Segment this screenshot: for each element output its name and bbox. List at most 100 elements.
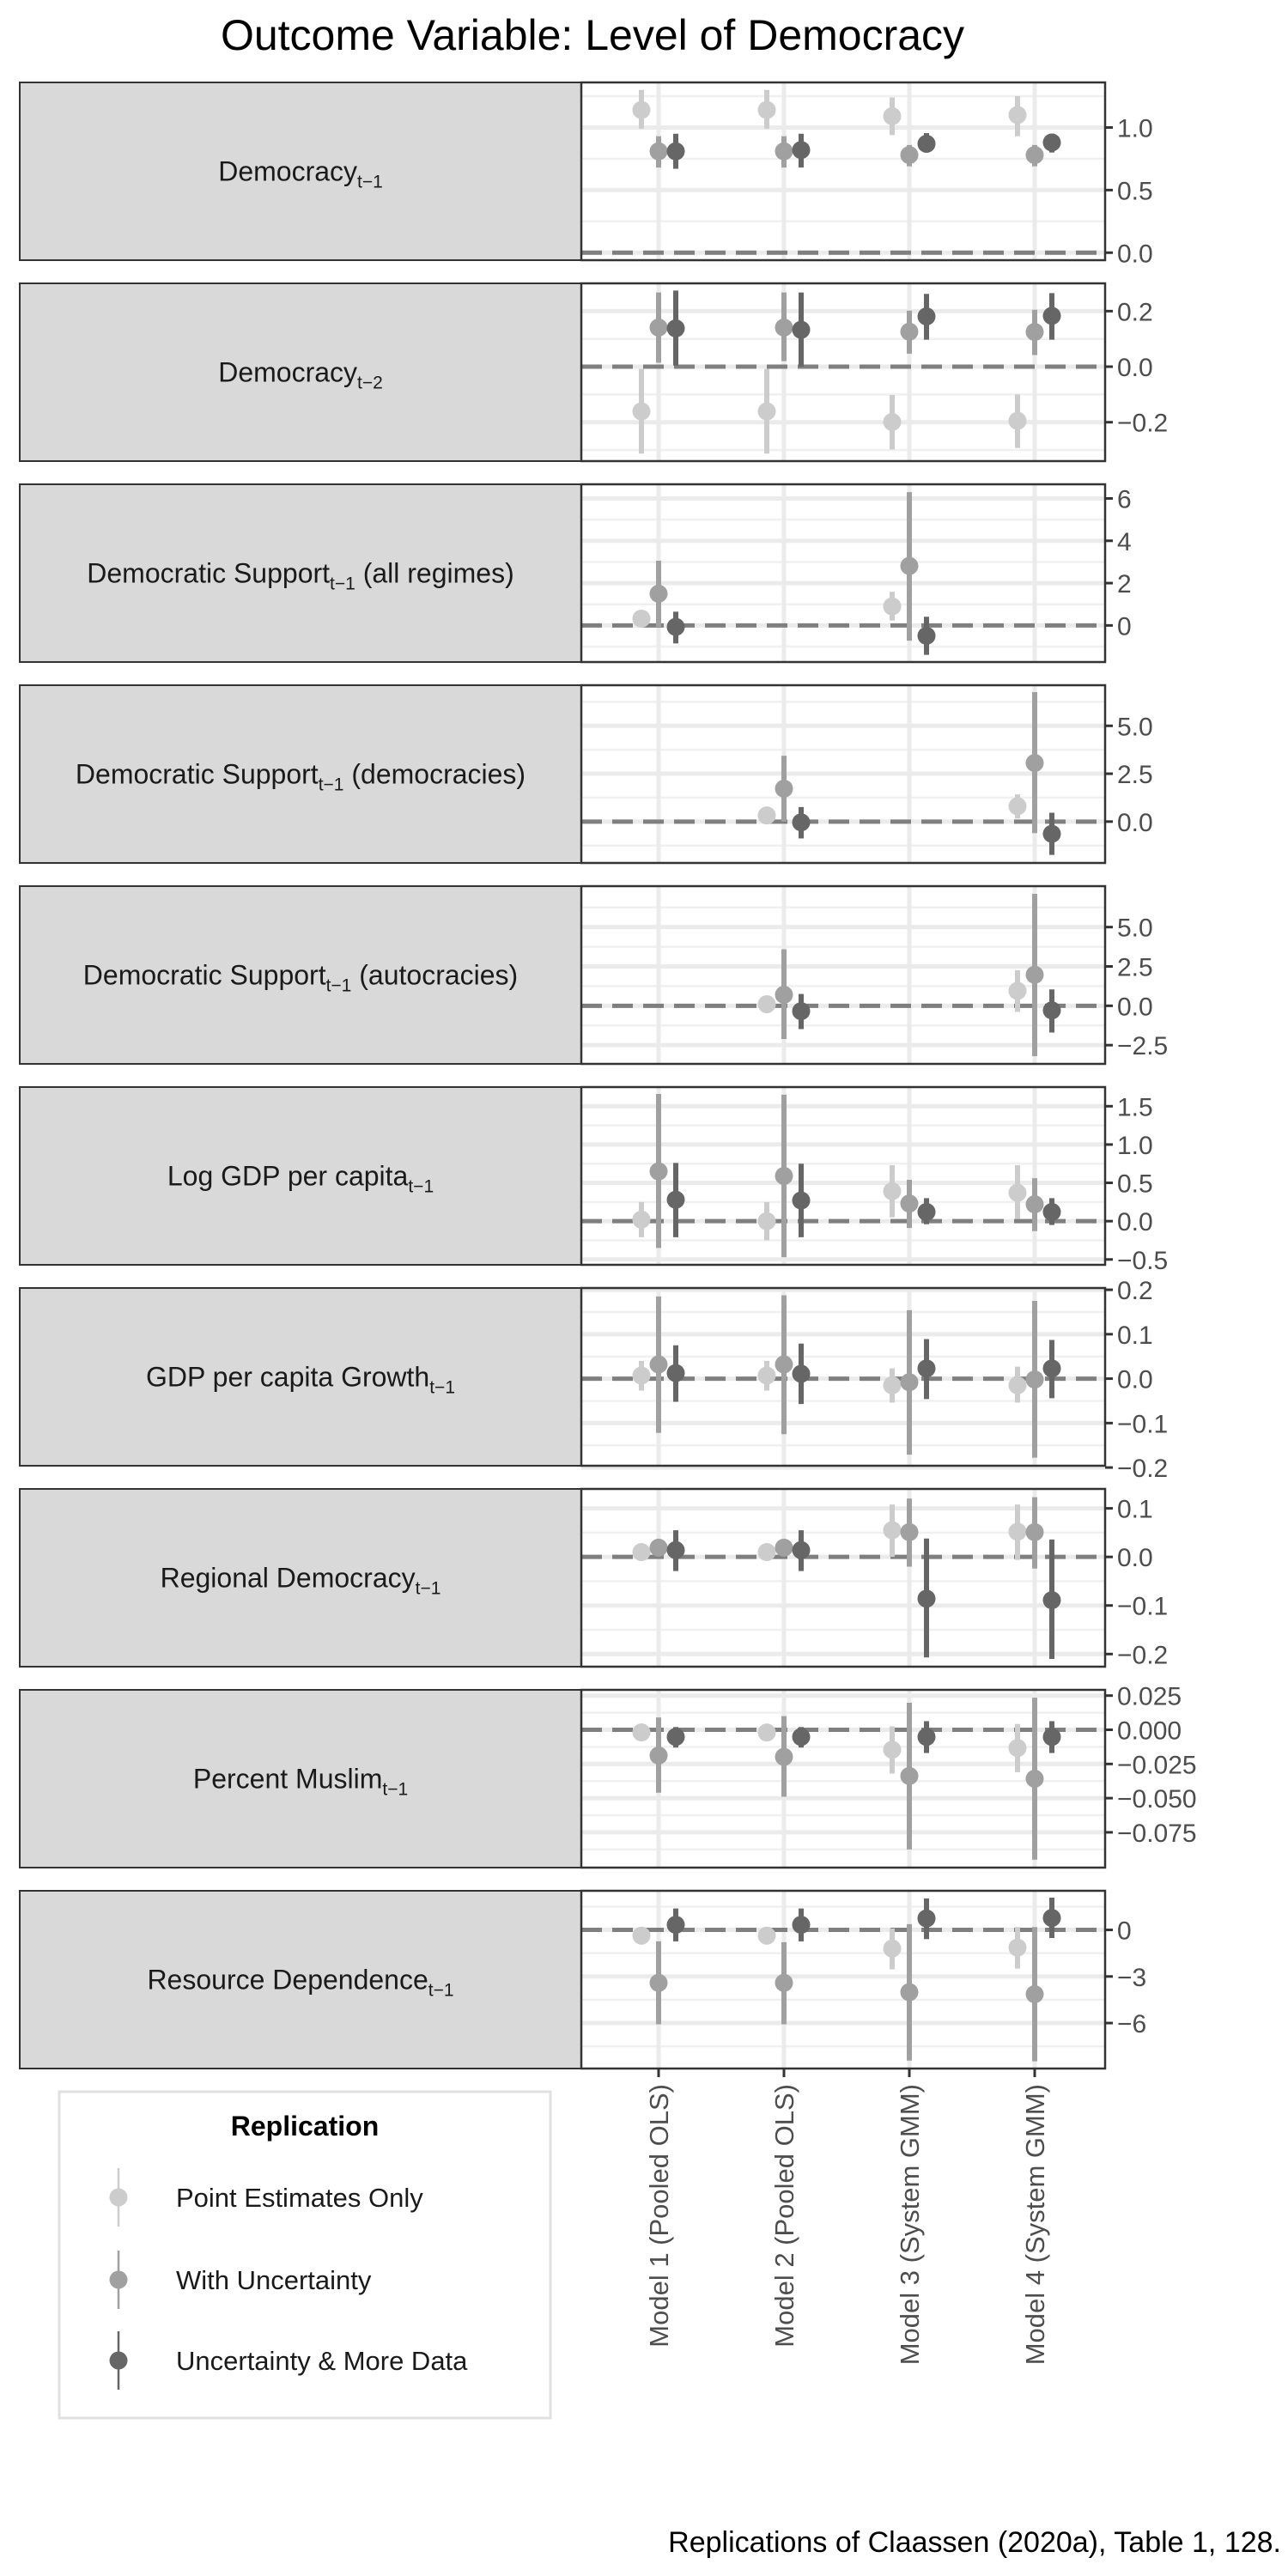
strip-label-main: Log GDP per capita	[167, 1161, 409, 1192]
pointrange-dark	[666, 133, 685, 169]
point-estimate	[917, 1359, 936, 1378]
strip-label-subscript: t−1	[357, 173, 383, 192]
pointrange-dark	[792, 1908, 811, 1941]
y-tick-label: 5.0	[1117, 713, 1153, 741]
pointrange-dark	[1042, 133, 1061, 153]
strip-label-main: Democracy	[218, 156, 357, 187]
point-estimate	[900, 1194, 919, 1213]
pointrange-dark	[792, 1727, 811, 1748]
point-estimate	[792, 141, 811, 160]
pointrange-dark	[792, 1343, 811, 1405]
strip-label-subscript: t−1	[416, 1579, 441, 1599]
pointrange-dark	[917, 1898, 936, 1940]
y-tick-label: 0.0	[1117, 1544, 1153, 1572]
strip-background	[19, 1689, 582, 1868]
y-tick-label: −0.050	[1117, 1785, 1197, 1814]
y-tick-label: −0.2	[1117, 1455, 1168, 1483]
point-estimate	[883, 597, 902, 616]
point-estimate	[900, 146, 919, 165]
point-estimate	[775, 1167, 793, 1185]
point-estimate	[917, 1728, 936, 1747]
point-estimate	[632, 1723, 651, 1742]
pointrange-mid	[1025, 1178, 1044, 1231]
point-estimate	[1025, 323, 1044, 342]
y-tick-label: −0.1	[1117, 1593, 1168, 1621]
point-estimate	[883, 106, 902, 125]
pointrange-dark	[1042, 1198, 1061, 1225]
point-estimate	[1025, 1522, 1044, 1541]
facet-panel: Regional Democracyt−1 −0.2 −0.1 0.0 0.1	[19, 1487, 1168, 1669]
point-estimate	[883, 1521, 902, 1540]
x-tick-label: Model 4 (System GMM)	[1020, 2084, 1050, 2365]
pointrange-mid	[649, 1296, 668, 1433]
pointrange-light	[757, 1360, 776, 1391]
strip-label-main: Democratic Support	[76, 759, 319, 790]
pointrange-light	[1008, 1504, 1027, 1560]
y-tick-label: 0.2	[1117, 1277, 1153, 1305]
point-estimate	[900, 1766, 919, 1785]
pointrange-dark	[1042, 1897, 1061, 1938]
point-estimate	[666, 319, 685, 337]
point-estimate	[775, 142, 793, 161]
pointrange-mid	[775, 949, 793, 1040]
point-estimate	[757, 402, 776, 421]
pointrange-dark	[666, 1727, 685, 1748]
strip-label-main: Percent Muslim	[193, 1764, 383, 1795]
strip-label-main: Resource Dependence	[147, 1965, 428, 1996]
chart-title: Outcome Variable: Level of Democracy	[221, 11, 964, 59]
pointrange-mid	[775, 1295, 793, 1435]
point-estimate	[792, 1364, 811, 1383]
legend-key-point-icon	[109, 2188, 128, 2207]
strip-label: Democratic Supportt−1 (autocracies)	[83, 960, 518, 996]
y-tick-label: 2.5	[1117, 761, 1153, 789]
point-estimate	[666, 1916, 685, 1935]
point-estimate	[917, 1202, 936, 1221]
point-estimate	[775, 1747, 793, 1766]
pointrange-mid	[775, 756, 793, 822]
point-estimate	[792, 1916, 811, 1935]
point-estimate	[1008, 1183, 1027, 1202]
facet-panel: GDP per capita Growtht−1 −0.2 −0.1 0.0 0.1 0.…	[19, 1277, 1168, 1483]
strip-label-main: Democratic Support	[87, 558, 330, 589]
facet-panel: Democracyt−2 −0.2 0.0 0.2	[19, 282, 1168, 463]
pointrange-light	[757, 89, 776, 129]
legend: Replication Point Estimates Only With Unce…	[58, 2090, 552, 2420]
y-tick-label: 5.0	[1117, 914, 1153, 943]
legend-label: Point Estimates Only	[176, 2183, 423, 2213]
pointrange-mid	[900, 1702, 919, 1850]
pointrange-mid	[1025, 1927, 1044, 2062]
pointrange-light	[757, 368, 776, 454]
pointrange-mid	[1025, 1301, 1044, 1458]
pointrange-light	[883, 592, 902, 621]
point-estimate	[900, 1522, 919, 1541]
strip-background	[19, 885, 582, 1065]
point-estimate	[883, 1939, 902, 1958]
pointrange-mid	[1025, 1497, 1044, 1569]
strip-label-subscript: t−1	[429, 1378, 455, 1398]
pointrange-light	[632, 1201, 651, 1237]
point-estimate	[757, 1366, 776, 1385]
panel-border	[580, 884, 1107, 1066]
pointrange-dark	[917, 133, 936, 153]
strip-label: Resource Dependencet−1	[147, 1965, 453, 2001]
pointrange-dark	[792, 806, 811, 839]
strip-label: Democratic Supportt−1 (all regimes)	[87, 558, 513, 594]
pointrange-mid	[649, 1941, 668, 2025]
panel-border	[580, 483, 1107, 664]
point-estimate	[1008, 1739, 1027, 1758]
point-estimate	[649, 318, 668, 337]
pointrange-dark	[1042, 1721, 1061, 1753]
point-estimate	[649, 584, 668, 603]
pointrange-mid	[649, 1094, 668, 1249]
x-tick-label: Model 2 (Pooled OLS)	[769, 2084, 799, 2348]
y-tick-label: 0.2	[1117, 298, 1153, 326]
point-estimate	[632, 1926, 651, 1945]
y-tick-label: 0.0	[1117, 1366, 1153, 1394]
pointrange-mid	[775, 292, 793, 361]
point-estimate	[1008, 106, 1027, 125]
pointrange-dark	[792, 1163, 811, 1237]
point-estimate	[632, 1210, 651, 1229]
legend-label: With Uncertainty	[176, 2265, 372, 2295]
strip-background	[19, 684, 582, 864]
